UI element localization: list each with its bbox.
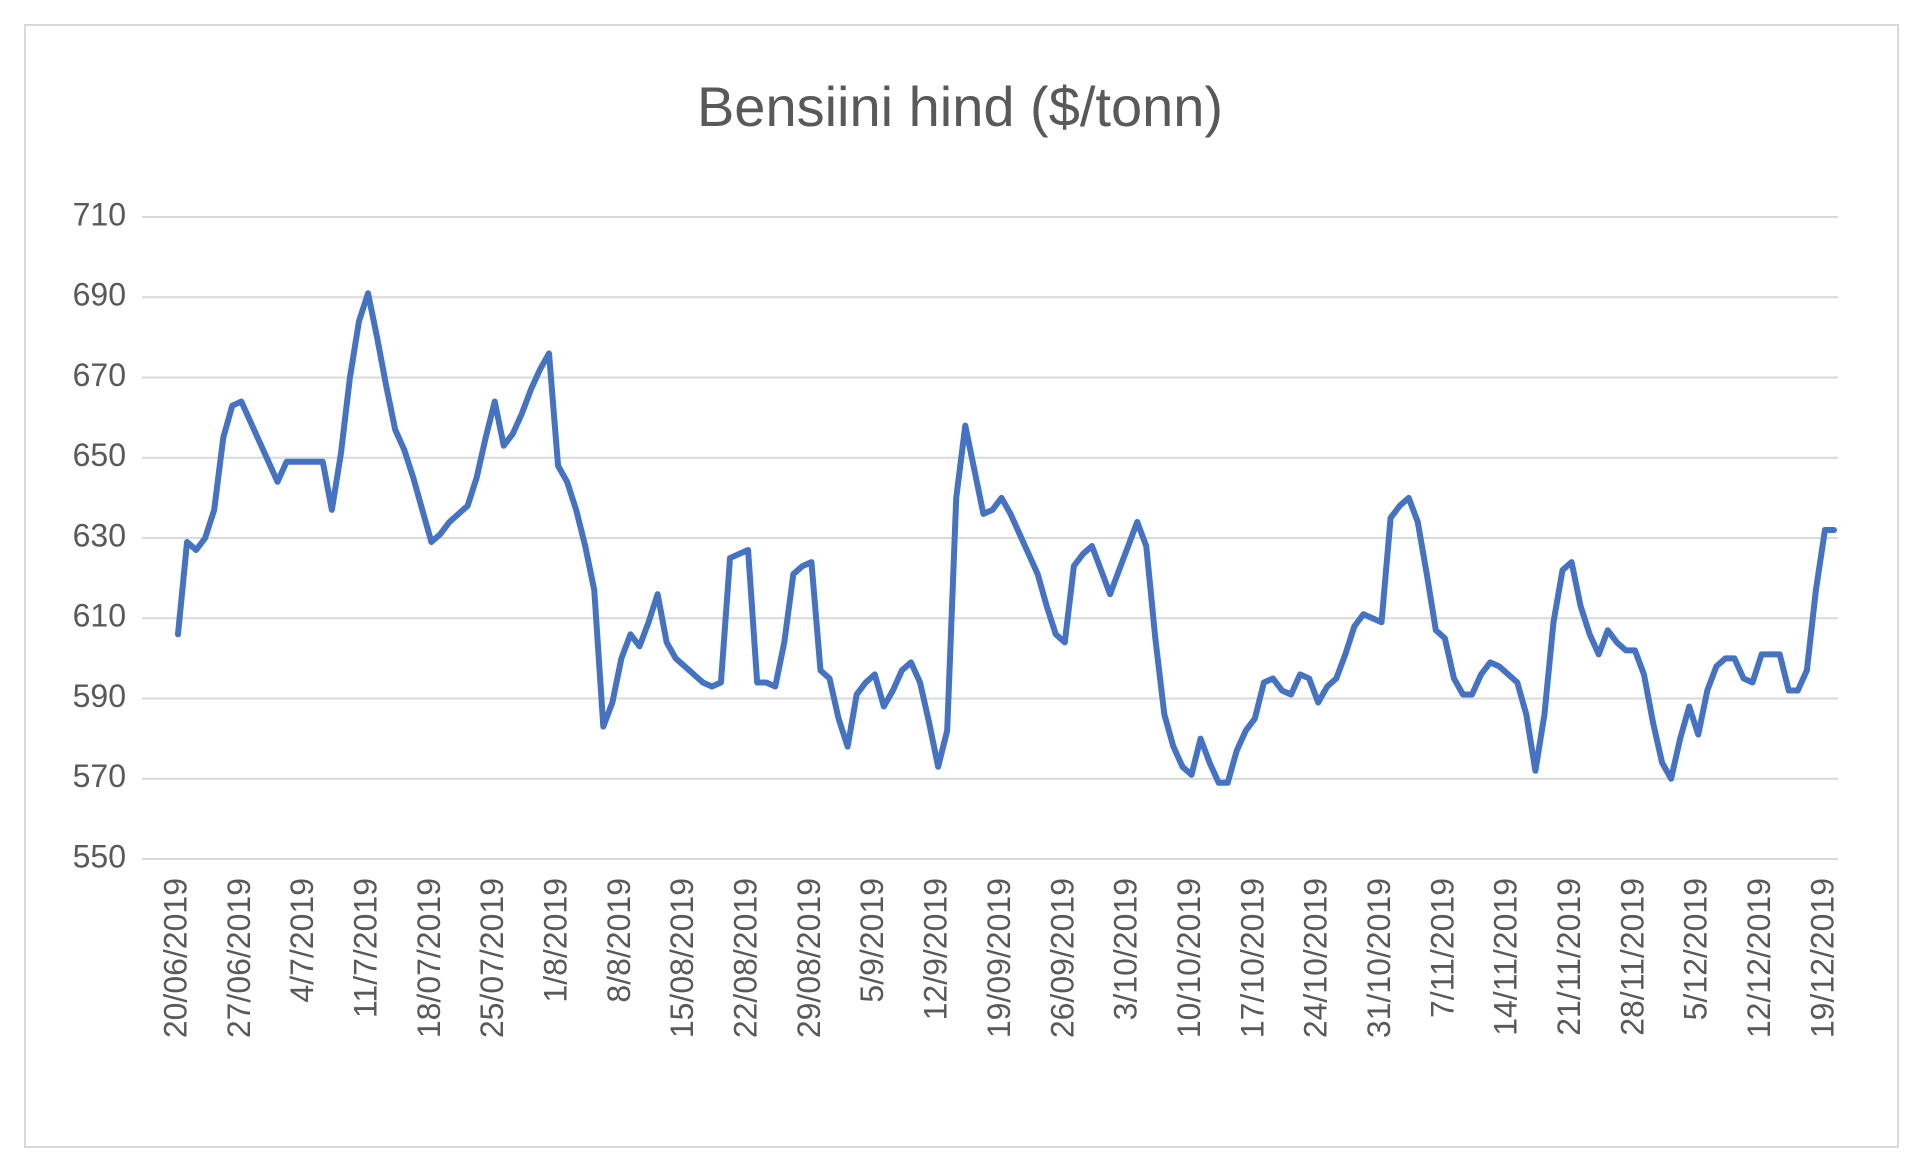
y-tick-label: 690	[73, 277, 126, 313]
x-tick-label: 19/12/2019	[1804, 878, 1840, 1038]
x-tick-label: 7/11/2019	[1424, 878, 1460, 1018]
x-tick-label: 26/09/2019	[1044, 878, 1080, 1038]
x-tick-label: 28/11/2019	[1614, 878, 1650, 1036]
price-line	[175, 290, 1837, 786]
x-tick-label: 29/08/2019	[791, 878, 827, 1038]
x-tick-label: 21/11/2019	[1551, 878, 1587, 1036]
x-tick-label: 25/07/2019	[474, 878, 510, 1038]
y-tick-label: 570	[73, 758, 126, 794]
y-tick-label: 550	[73, 838, 126, 874]
chart-border	[24, 24, 1899, 1148]
x-tick-label: 20/06/2019	[157, 878, 193, 1038]
x-tick-label: 19/09/2019	[981, 878, 1017, 1038]
x-tick-label: 5/12/2019	[1678, 878, 1714, 1020]
x-tick-label: 3/10/2019	[1108, 878, 1144, 1020]
grid: 550 570 590 610 630 650 670 690 710 20/06/2019 27/…	[73, 196, 1841, 1038]
y-tick-label: 710	[73, 196, 126, 232]
x-tick-label: 11/7/2019	[347, 878, 383, 1018]
y-tick-label: 670	[73, 357, 126, 393]
x-tick-label: 4/7/2019	[284, 878, 320, 1003]
chart-title: Bensiini hind ($/tonn)	[697, 75, 1223, 138]
x-tick-label: 15/08/2019	[664, 878, 700, 1038]
x-tick-label: 22/08/2019	[728, 878, 764, 1038]
x-tick-label: 24/10/2019	[1298, 878, 1334, 1038]
x-tick-label: 8/8/2019	[601, 878, 637, 1003]
x-tick-label: 14/11/2019	[1488, 878, 1524, 1036]
x-tick-label: 31/10/2019	[1361, 878, 1397, 1038]
x-tick-label: 27/06/2019	[221, 878, 257, 1038]
x-tick-label: 17/10/2019	[1234, 878, 1270, 1038]
x-tick-label: 18/07/2019	[411, 878, 447, 1038]
y-tick-label: 610	[73, 598, 126, 634]
plot-area	[175, 290, 1837, 786]
x-tick-label: 12/12/2019	[1741, 878, 1777, 1038]
x-tick-label: 5/9/2019	[854, 878, 890, 1003]
y-tick-label: 590	[73, 678, 126, 714]
y-tick-label: 650	[73, 437, 126, 473]
y-tick-label: 630	[73, 517, 126, 553]
x-tick-label: 10/10/2019	[1171, 878, 1207, 1038]
x-tick-label: 12/9/2019	[918, 878, 954, 1020]
x-tick-label: 1/8/2019	[538, 878, 574, 1003]
